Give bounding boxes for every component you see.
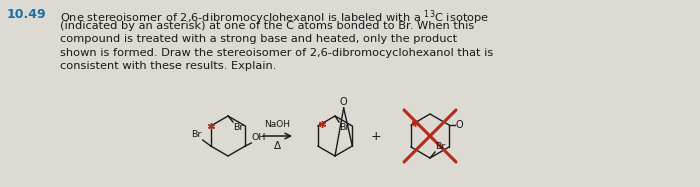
Text: Br: Br: [233, 123, 244, 132]
Text: Br: Br: [191, 130, 202, 139]
Text: compound is treated with a strong base and heated, only the product: compound is treated with a strong base a…: [60, 34, 457, 44]
Text: Δ: Δ: [274, 141, 281, 151]
Text: O: O: [340, 97, 347, 107]
Text: NaOH: NaOH: [264, 120, 290, 129]
Text: (indicated by an asterisk) at one of the C atoms bonded to Br. When this: (indicated by an asterisk) at one of the…: [60, 21, 475, 31]
Text: O: O: [455, 120, 463, 130]
Text: OH: OH: [251, 133, 266, 142]
Text: shown is formed. Draw the stereoisomer of 2,6-dibromocyclohexanol that is: shown is formed. Draw the stereoisomer o…: [60, 48, 494, 58]
Text: consistent with these results. Explain.: consistent with these results. Explain.: [60, 61, 277, 71]
Text: Br: Br: [339, 123, 349, 132]
Text: One stereoisomer of 2,6-dibromocyclohexanol is labeled with a $^{13}$C isotope: One stereoisomer of 2,6-dibromocyclohexa…: [60, 8, 489, 27]
Text: +: +: [371, 130, 382, 142]
Text: 10.49: 10.49: [7, 8, 47, 21]
Text: Br: Br: [435, 142, 445, 151]
